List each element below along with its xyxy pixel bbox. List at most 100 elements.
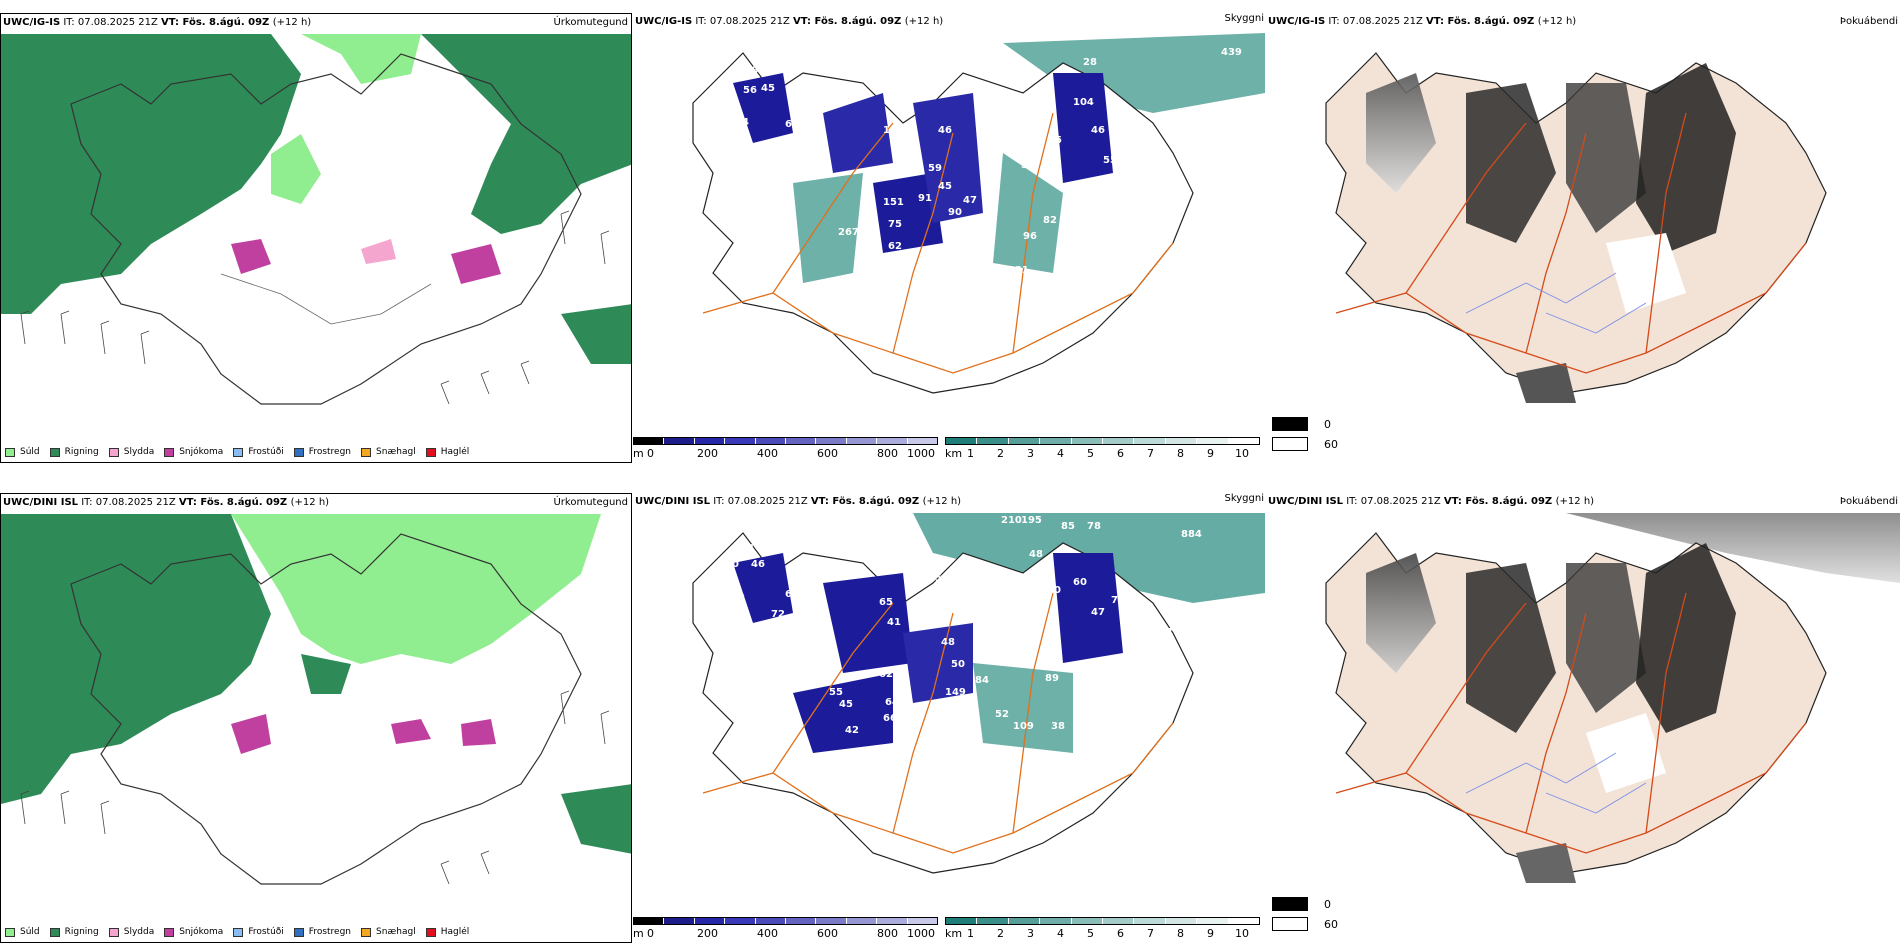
cloud-label: 61 bbox=[1033, 100, 1047, 111]
height-tick: 1000 bbox=[907, 927, 935, 940]
cloud-label: 64 bbox=[891, 145, 905, 156]
cloud-label: 884 bbox=[1181, 529, 1202, 540]
height-tick: 600 bbox=[817, 447, 838, 460]
cloud-label: 79 bbox=[1111, 595, 1125, 606]
cloud-label: 55 bbox=[829, 687, 843, 698]
cloud-label: 72 bbox=[771, 609, 785, 620]
cloud-label: 78 bbox=[1087, 521, 1101, 532]
cloud-label: 104 bbox=[1073, 97, 1094, 108]
cloud-label: 46 bbox=[1091, 125, 1105, 136]
cloud-label: 45 bbox=[938, 181, 952, 192]
valid-time-label: VT: bbox=[1426, 16, 1445, 27]
panel-title: UWC/IG-IS IT: 07.08.2025 21Z VT: Fös. 8.… bbox=[1268, 16, 1576, 27]
cloud-label: 121 bbox=[1008, 265, 1029, 276]
visibility-tick: 9 bbox=[1207, 927, 1214, 940]
swatch-hail bbox=[425, 927, 436, 937]
dew-legend-row: 0 bbox=[1266, 411, 1338, 437]
model-name: UWC/IG-IS bbox=[3, 17, 61, 28]
init-time: IT: 07.08.2025 21Z bbox=[78, 497, 179, 508]
legend-item-drizzle: Súld bbox=[5, 927, 40, 937]
cloud-label: 81 bbox=[1123, 163, 1137, 174]
height-unit: m bbox=[633, 447, 644, 460]
visibility-tick: 5 bbox=[1087, 447, 1094, 460]
cloud-label: 58 bbox=[923, 265, 937, 276]
cloud-label: 61 bbox=[1129, 599, 1143, 610]
cloud-label: 103 bbox=[733, 543, 754, 554]
swatch-freezing-drizzle bbox=[233, 447, 244, 457]
visibility-tick: 7 bbox=[1147, 447, 1154, 460]
cloud-label: 62 bbox=[879, 669, 893, 680]
legend-item-rain: Rigning bbox=[49, 447, 99, 457]
visibility-unit: km bbox=[945, 447, 963, 460]
visibility-tick: 10 bbox=[1235, 447, 1249, 460]
swatch-sleet bbox=[108, 927, 119, 937]
valid-time: Fös. 8.ágú. 09Z bbox=[811, 16, 905, 27]
cloud-label: 90 bbox=[948, 207, 962, 218]
panel-title: UWC/IG-IS IT: 07.08.2025 21Z VT: Fös. 8.… bbox=[3, 17, 311, 28]
cloud-label: 75 bbox=[888, 219, 902, 230]
cloud-label: 122 bbox=[1093, 733, 1114, 744]
valid-time: Fös. 8.ágú. 09Z bbox=[179, 17, 273, 28]
swatch-snow bbox=[164, 927, 175, 937]
valid-time-label: VT: bbox=[1443, 496, 1462, 507]
height-tick: 1000 bbox=[907, 447, 935, 460]
precip-map bbox=[1, 494, 631, 942]
init-time: IT: 07.08.2025 21Z bbox=[1343, 496, 1444, 507]
visibility-tick: 1 bbox=[967, 447, 974, 460]
cloud-label: 54 bbox=[1145, 647, 1159, 658]
precip-title: Úrkomutegund bbox=[553, 17, 628, 28]
model-name: UWC/DINI ISL bbox=[635, 496, 711, 507]
precip-legend: Súld Rigning Slydda Snjókoma Frostúði Fr… bbox=[5, 447, 469, 457]
cloud-label: 48 bbox=[1029, 549, 1043, 560]
cloud-label: 43 bbox=[853, 273, 867, 284]
precip-title: Úrkomutegund bbox=[553, 497, 628, 508]
cloud-label: 66 bbox=[883, 713, 897, 724]
cloud-label: 439 bbox=[1221, 47, 1242, 58]
cloud-label: 27 bbox=[1033, 285, 1047, 296]
cloud-label: 75 bbox=[948, 233, 962, 244]
visibility-tick: 2 bbox=[997, 927, 1004, 940]
cloud-label: 59 bbox=[928, 163, 942, 174]
cloud-label: 28 bbox=[1083, 57, 1097, 68]
visibility-colorbar-bar bbox=[945, 917, 1260, 925]
swatch-freezing-rain bbox=[293, 447, 304, 457]
model-name: UWC/IG-IS bbox=[1268, 16, 1326, 27]
cloud-label: 59 bbox=[1021, 160, 1035, 171]
cloud-label: 267 bbox=[838, 227, 859, 238]
valid-time-label: VT: bbox=[793, 16, 812, 27]
cloud-label: 103 bbox=[883, 125, 904, 136]
legend-item-hail: Haglél bbox=[425, 927, 469, 937]
legend-item-snow: Snjókoma bbox=[164, 927, 223, 937]
legend-item-hail: Haglél bbox=[425, 447, 469, 457]
visibility-tick: 9 bbox=[1207, 447, 1214, 460]
cloud-label: 42 bbox=[845, 725, 859, 736]
cloud-label: 45 bbox=[839, 699, 853, 710]
precip-panel-ig: UWC/IG-IS IT: 07.08.2025 21Z VT: Fös. 8.… bbox=[0, 13, 632, 463]
cloud-label: 52 bbox=[995, 709, 1009, 720]
cloud-title: Skyggni bbox=[1224, 493, 1264, 504]
cloud-label: 109 bbox=[1013, 721, 1034, 732]
visibility-colorbar-bar bbox=[945, 437, 1260, 445]
legend-item-freezing-rain: Frostregn bbox=[293, 927, 351, 937]
visibility-tick: 8 bbox=[1177, 447, 1184, 460]
cloud-label: 62 bbox=[778, 145, 792, 156]
dew-legend-row: 60 bbox=[1266, 911, 1338, 937]
cloud-label: 60 bbox=[725, 559, 739, 570]
visibility-tick: 3 bbox=[1027, 927, 1034, 940]
cloud-label: 46 bbox=[938, 125, 952, 136]
legend-item-snow: Snjókoma bbox=[164, 447, 223, 457]
cloud-label: 82 bbox=[1043, 215, 1057, 226]
cloud-label: 47 bbox=[1091, 607, 1105, 618]
cloud-panel-dini: 210 195 884 103 60 46 66 48 72 92 65 41 … bbox=[633, 493, 1265, 943]
cloud-label: 38 bbox=[1051, 721, 1065, 732]
cloud-label: 35 bbox=[1048, 135, 1062, 146]
panel-title: UWC/DINI ISL IT: 07.08.2025 21Z VT: Fös.… bbox=[3, 497, 329, 508]
lead-time: (+12 h) bbox=[904, 16, 944, 27]
valid-time: Fös. 8.ágú. 09Z bbox=[1461, 496, 1556, 507]
visibility-colorbar: km 1 2 3 4 5 6 7 8 9 10 bbox=[945, 437, 1265, 461]
visibility-tick: 3 bbox=[1027, 447, 1034, 460]
cloud-label: 35 bbox=[925, 619, 939, 630]
visibility-tick: 1 bbox=[967, 927, 974, 940]
cloud-label: 51 bbox=[935, 573, 949, 584]
legend-label: Snjókoma bbox=[179, 447, 224, 457]
